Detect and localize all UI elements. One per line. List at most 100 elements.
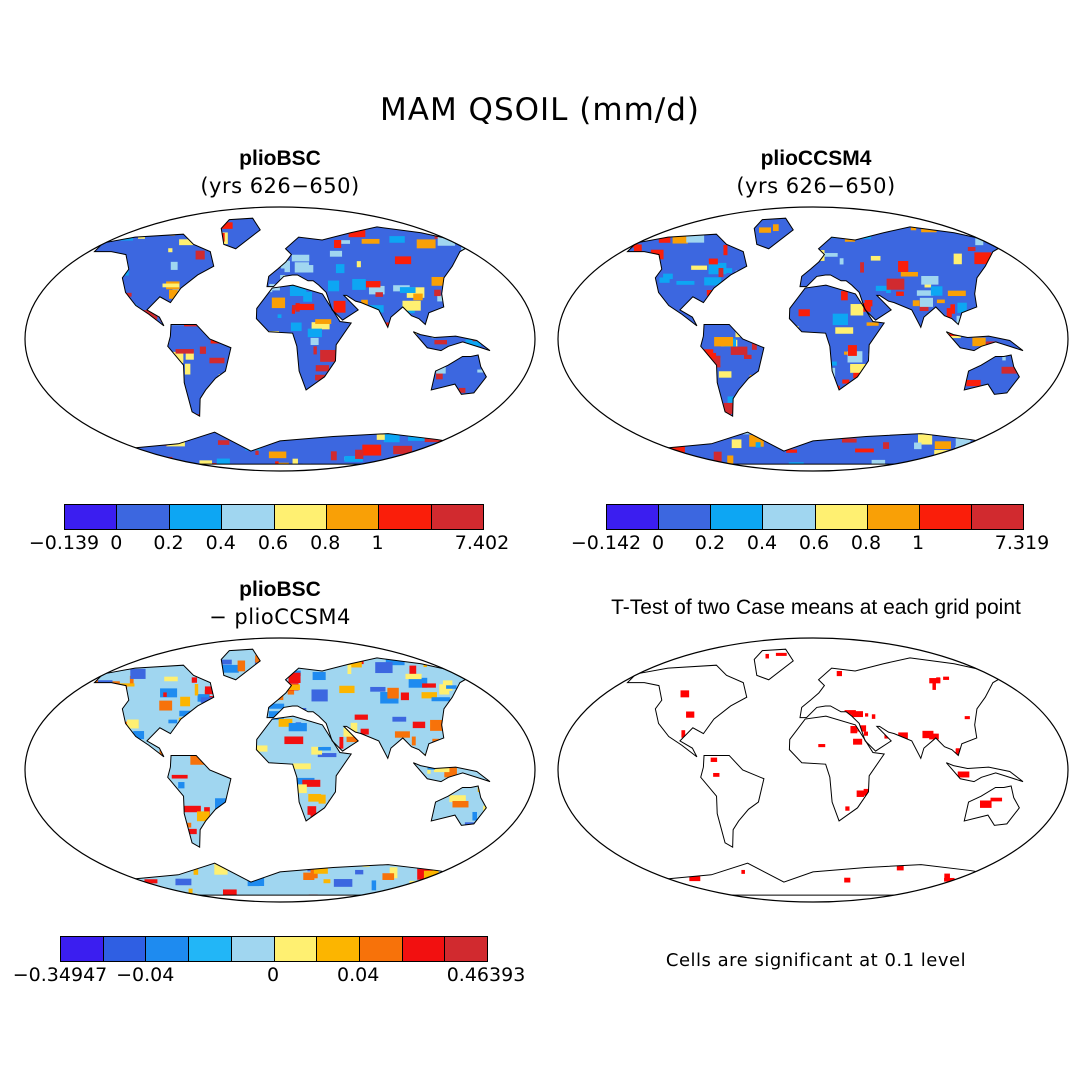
grid-cell xyxy=(33,319,38,327)
grid-cell xyxy=(472,811,477,821)
grid-cell xyxy=(442,423,451,434)
grid-cell xyxy=(530,295,540,306)
grid-cell xyxy=(352,278,366,290)
grid-cell xyxy=(627,386,640,393)
grid-cell xyxy=(217,238,221,243)
grid-cell xyxy=(1059,335,1065,340)
grid-cell xyxy=(94,678,98,689)
grid-cell xyxy=(47,306,63,309)
grid-cell xyxy=(259,649,273,650)
colorbar-tick-label: 0 xyxy=(266,964,280,986)
grid-cell xyxy=(1038,329,1046,335)
grid-cell xyxy=(692,360,699,369)
grid-cell xyxy=(288,672,301,684)
grid-cell xyxy=(503,446,509,456)
grid-cell xyxy=(755,385,765,393)
grid-cell xyxy=(489,808,491,818)
grid-cell xyxy=(656,384,675,397)
grid-cell xyxy=(382,395,400,403)
grid-cell xyxy=(1020,396,1024,407)
grid-cell xyxy=(743,416,755,423)
grid-cell xyxy=(950,304,955,314)
grid-cell xyxy=(929,733,939,740)
grid-cell xyxy=(355,869,364,875)
grid-cell xyxy=(377,639,384,643)
grid-cell xyxy=(506,294,521,303)
colorbar-swatch-2 xyxy=(169,505,223,529)
grid-cell xyxy=(352,377,366,390)
grid-cell xyxy=(1018,370,1024,376)
colorbar-tick-label: 0.04 xyxy=(337,964,380,986)
grid-cell xyxy=(827,228,845,239)
grid-cell xyxy=(482,229,491,241)
grid-cell xyxy=(701,787,707,792)
grid-cell xyxy=(141,771,146,776)
coastline-africa xyxy=(255,715,353,822)
grid-cell xyxy=(811,855,823,861)
grid-cell xyxy=(836,670,842,677)
grid-cell xyxy=(317,391,328,401)
grid-cell xyxy=(390,386,394,399)
grid-cell xyxy=(899,815,906,824)
grid-cell xyxy=(1065,445,1069,450)
grid-cell xyxy=(226,312,241,323)
grid-cell xyxy=(1022,783,1024,791)
grid-cell xyxy=(760,260,776,269)
grid-cell xyxy=(864,407,874,417)
grid-cell xyxy=(365,281,381,288)
grid-cell xyxy=(118,264,129,276)
grid-cell xyxy=(110,702,122,708)
grid-cell xyxy=(60,902,73,905)
grid-cell xyxy=(48,250,66,261)
grid-cell xyxy=(436,366,446,374)
grid-cell xyxy=(600,297,614,304)
grid-cell xyxy=(608,441,623,451)
grid-cell xyxy=(446,890,460,894)
grid-cell xyxy=(65,403,80,412)
grid-cell xyxy=(725,268,733,273)
grid-cell xyxy=(107,389,126,395)
grid-cell xyxy=(627,267,629,278)
grid-cell xyxy=(946,308,952,318)
grid-cell xyxy=(106,878,117,888)
grid-cell xyxy=(429,833,434,839)
grid-cell xyxy=(689,876,701,882)
grid-cell xyxy=(1010,449,1022,456)
grid-cell xyxy=(906,351,916,357)
grid-cell xyxy=(243,358,253,370)
grid-cell xyxy=(308,793,322,802)
grid-cell xyxy=(459,275,473,282)
grid-cell xyxy=(637,720,647,728)
grid-cell xyxy=(914,442,922,450)
grid-cell xyxy=(204,686,216,695)
grid-cell xyxy=(505,419,508,426)
grid-cell xyxy=(636,306,641,312)
coastline-australia xyxy=(963,785,1020,826)
grid-cell xyxy=(59,760,70,769)
grid-cell xyxy=(1070,690,1073,693)
grid-cell xyxy=(95,782,107,789)
grid-cell xyxy=(334,240,342,248)
grid-cell xyxy=(190,745,206,753)
grid-cell xyxy=(364,772,383,784)
grid-cell xyxy=(818,375,834,379)
grid-cell xyxy=(205,207,208,211)
grid-cell xyxy=(212,251,219,258)
grid-cell xyxy=(592,423,607,430)
grid-cell xyxy=(842,220,860,227)
grid-cell xyxy=(354,714,368,720)
grid-cell xyxy=(27,414,36,421)
coastline-australia xyxy=(430,785,487,826)
grid-cell xyxy=(208,311,227,316)
grid-cell xyxy=(94,434,96,446)
grid-cell xyxy=(531,287,540,293)
colorbar-tick-label: −0.04 xyxy=(116,964,175,986)
grid-cell xyxy=(381,468,384,473)
grid-cell xyxy=(957,302,967,313)
grid-cell xyxy=(64,208,77,216)
grid-cell xyxy=(278,462,289,465)
grid-cell xyxy=(267,781,272,794)
grid-cell xyxy=(117,808,135,818)
grid-cell xyxy=(757,301,769,310)
grid-cell xyxy=(71,795,78,806)
